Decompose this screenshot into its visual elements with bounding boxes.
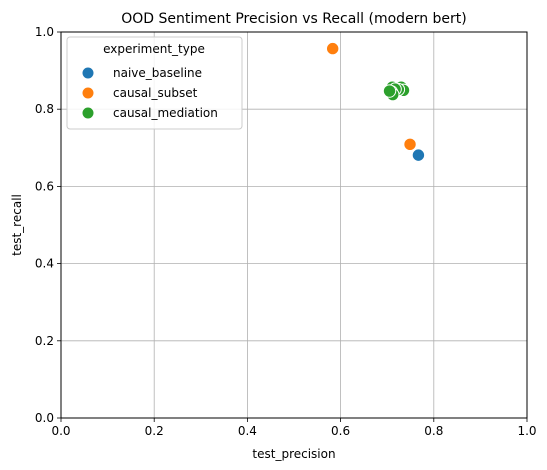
legend-marker	[81, 106, 95, 120]
legend-marker	[81, 66, 95, 80]
chart-title: OOD Sentiment Precision vs Recall (moder…	[121, 11, 466, 27]
legend-label: causal_subset	[113, 86, 198, 100]
y-tick-label: 0.0	[35, 411, 54, 425]
legend-label: naive_baseline	[113, 66, 202, 80]
x-tick-label: 1.0	[517, 424, 536, 438]
data-point-naive-baseline	[411, 148, 426, 162]
data-point-causal-subset	[403, 137, 417, 152]
data-points	[325, 41, 426, 162]
legend-title: experiment_type	[103, 42, 205, 56]
y-tick-label: 0.2	[35, 334, 54, 348]
x-tick-label: 0.6	[331, 424, 350, 438]
x-tick-label: 0.2	[145, 424, 164, 438]
x-tick-label: 0.4	[238, 424, 257, 438]
x-tick-label: 0.0	[51, 424, 70, 438]
y-tick-label: 0.6	[35, 179, 54, 193]
y-tick-label: 0.8	[35, 102, 54, 116]
y-tick-label: 0.4	[35, 257, 54, 271]
legend-box	[66, 36, 243, 130]
data-point-causal-mediation	[382, 84, 397, 98]
y-axis-label: test_recall	[10, 194, 24, 256]
axis-ticks: 0.0 0.2 0.4 0.6 0.8 1.0 0.0 0.2 0.4 0.6 0.8 1.0	[35, 25, 537, 438]
plot-frame	[60, 31, 528, 419]
legend-label: causal_mediation	[113, 106, 218, 120]
data-point-causal-subset	[325, 41, 340, 56]
legend: experiment_type naive_baseline causal_sub…	[66, 36, 243, 130]
legend-marker	[81, 86, 95, 100]
x-tick-label: 0.8	[424, 424, 443, 438]
y-tick-label: 1.0	[35, 25, 54, 39]
x-axis-label: test_precision	[252, 447, 335, 461]
